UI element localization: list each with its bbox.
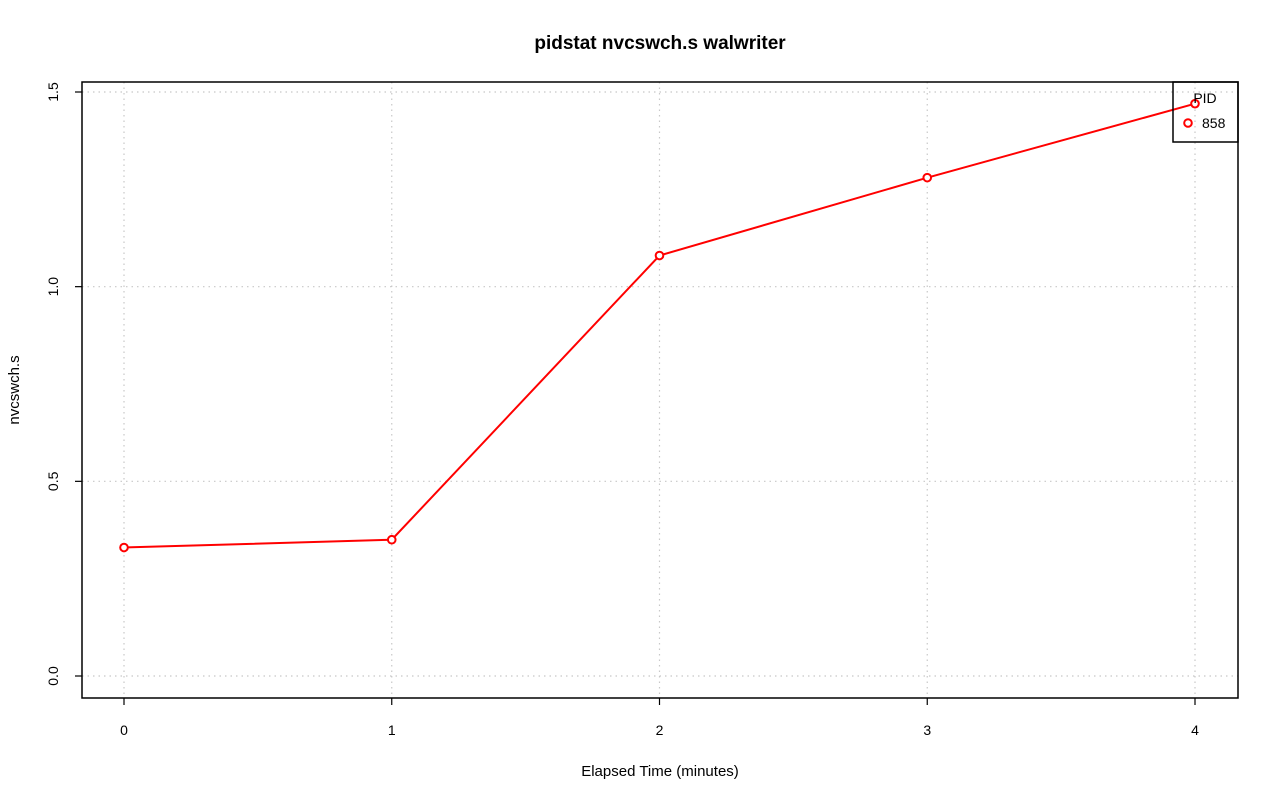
data-point — [922, 172, 933, 183]
legend-entry-858: 858 — [1202, 115, 1226, 131]
legend-box — [1172, 81, 1239, 143]
grid-layer — [82, 82, 1238, 698]
data-point — [119, 542, 129, 553]
legend: PID 858 — [1172, 81, 1239, 143]
y-axis-label: nvcswch.s — [6, 355, 23, 424]
legend-title: PID — [1193, 90, 1216, 106]
chart-title: pidstat nvcswch.s walwriter — [534, 33, 786, 54]
legend-marker — [1183, 118, 1193, 128]
y-axis: 0.0 0.5 1.0 1.5 — [45, 82, 82, 686]
x-tick-label: 2 — [656, 722, 664, 738]
y-tick-label: 0.0 — [45, 666, 61, 686]
series-layer — [119, 98, 1200, 553]
data-point — [1190, 98, 1200, 109]
x-tick-label: 4 — [1191, 722, 1199, 738]
data-point — [386, 534, 397, 545]
x-tick-label: 1 — [388, 722, 396, 738]
data-point — [654, 250, 665, 261]
x-axis-label: Elapsed Time (minutes) — [581, 763, 739, 780]
x-axis: 0 1 2 3 4 — [120, 698, 1199, 738]
x-tick-label: 0 — [120, 722, 128, 738]
y-tick-label: 0.5 — [45, 471, 61, 491]
y-tick-label: 1.0 — [45, 277, 61, 297]
x-tick-label: 3 — [923, 722, 931, 738]
y-tick-label: 1.5 — [45, 82, 61, 102]
